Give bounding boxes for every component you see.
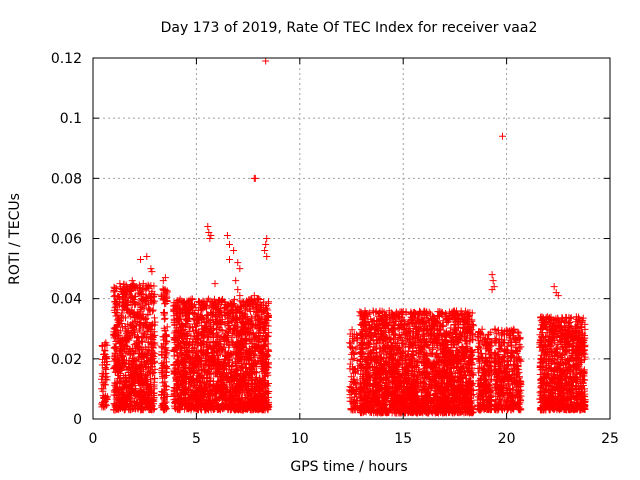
data-point	[123, 302, 131, 310]
data-point	[144, 338, 152, 346]
data-point	[143, 373, 151, 381]
data-point	[160, 309, 168, 317]
data-point	[150, 282, 158, 290]
data-point	[134, 405, 142, 413]
data-point	[99, 355, 107, 363]
data-point	[136, 361, 144, 369]
data-point	[137, 337, 145, 345]
data-point	[138, 297, 146, 305]
data-point	[130, 379, 138, 387]
data-point	[99, 403, 107, 411]
data-point	[150, 369, 158, 377]
data-point	[150, 299, 158, 307]
data-point	[112, 368, 120, 376]
data-point	[126, 345, 134, 353]
data-point	[161, 314, 169, 322]
data-point	[149, 306, 157, 314]
data-point	[126, 366, 134, 374]
data-point	[124, 306, 132, 314]
data-point	[120, 356, 128, 364]
data-point	[144, 311, 152, 319]
data-point	[103, 376, 111, 384]
data-point	[115, 334, 123, 342]
data-point	[137, 345, 145, 353]
data-point	[142, 351, 150, 359]
data-point	[110, 391, 118, 399]
data-point	[126, 374, 134, 382]
data-point	[138, 350, 146, 358]
data-point	[102, 375, 110, 383]
data-point	[146, 330, 154, 338]
data-point	[125, 388, 133, 396]
data-point	[146, 354, 154, 362]
data-point	[110, 286, 118, 294]
data-point	[117, 343, 125, 351]
data-point	[111, 298, 119, 306]
data-point	[129, 357, 137, 365]
data-point	[130, 389, 138, 397]
data-point	[101, 350, 109, 358]
data-point	[119, 299, 127, 307]
data-point	[99, 385, 107, 393]
data-point	[136, 327, 144, 335]
data-point	[143, 384, 151, 392]
data-point	[128, 319, 136, 327]
data-point	[133, 312, 141, 320]
data-point	[137, 321, 145, 329]
data-point	[151, 318, 159, 326]
data-point	[122, 314, 130, 322]
data-point	[103, 355, 111, 363]
data-point	[148, 355, 156, 363]
data-point	[134, 343, 142, 351]
data-point	[116, 370, 124, 378]
data-point	[144, 390, 152, 398]
data-point	[134, 355, 142, 363]
data-point	[127, 401, 135, 409]
data-point	[117, 377, 125, 385]
data-point	[141, 362, 149, 370]
data-point	[150, 328, 158, 336]
data-point	[134, 289, 142, 297]
data-point	[123, 342, 131, 350]
data-point	[101, 397, 109, 405]
data-point	[114, 293, 122, 301]
data-point	[111, 285, 119, 293]
data-point	[148, 287, 156, 295]
data-point	[118, 309, 126, 317]
data-point	[101, 363, 109, 371]
data-point	[130, 349, 138, 357]
data-point	[150, 292, 158, 300]
data-point	[151, 375, 159, 383]
data-point	[115, 314, 123, 322]
data-point	[103, 341, 111, 349]
data-point	[142, 372, 150, 380]
data-point	[123, 305, 131, 313]
data-point	[117, 338, 125, 346]
chart-title: Day 173 of 2019, Rate Of TEC Index for r…	[161, 20, 538, 36]
data-point	[141, 298, 149, 306]
data-point	[117, 386, 125, 394]
data-point	[134, 299, 142, 307]
data-point	[126, 312, 134, 320]
data-point	[146, 367, 154, 375]
data-point	[128, 344, 136, 352]
data-point	[139, 280, 147, 288]
data-point	[131, 317, 139, 325]
data-point	[150, 314, 158, 322]
data-point	[111, 325, 119, 333]
data-point	[138, 379, 146, 387]
data-point	[145, 347, 153, 355]
data-points	[98, 57, 589, 417]
data-point	[162, 382, 170, 390]
